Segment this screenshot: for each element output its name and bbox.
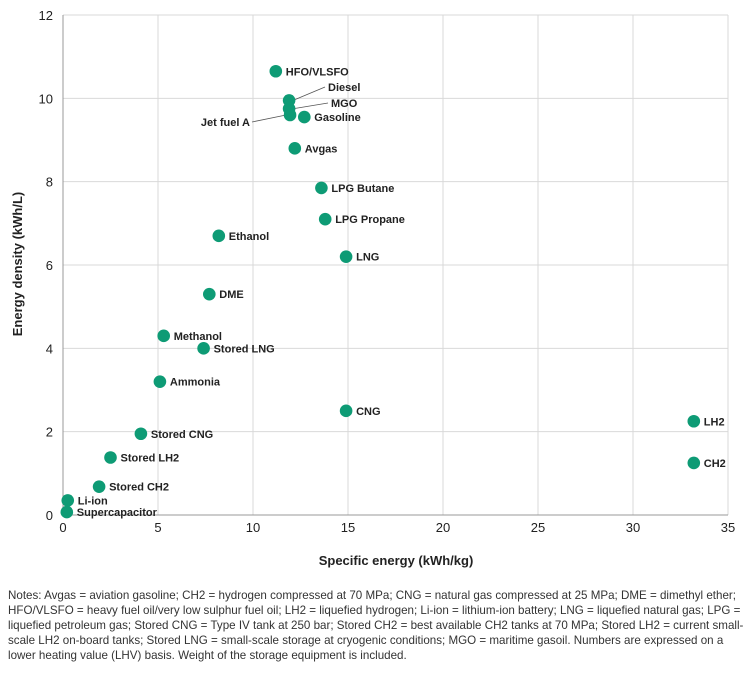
point-label: HFO/VLSFO	[286, 66, 349, 78]
y-tick-label: 8	[46, 175, 53, 190]
data-point	[60, 505, 74, 519]
x-tick-label: 35	[721, 520, 735, 535]
point-label: LPG Butane	[331, 183, 394, 195]
point-label: CNG	[356, 406, 380, 418]
data-point	[104, 451, 117, 464]
point-label: MGO	[331, 98, 358, 110]
point-label: Ethanol	[229, 231, 269, 243]
x-tick-label: 20	[436, 520, 450, 535]
x-tick-label: 25	[531, 520, 545, 535]
leader-line	[292, 86, 326, 101]
data-point	[92, 480, 106, 493]
x-tick-label: 10	[246, 520, 260, 535]
data-point	[197, 342, 210, 355]
data-point	[212, 229, 226, 243]
data-point	[687, 414, 701, 428]
point-label: Avgas	[305, 143, 338, 155]
data-point	[153, 375, 167, 388]
data-point	[298, 110, 311, 124]
data-points	[60, 64, 701, 519]
chart-notes: Notes: Avgas = aviation gasoline; CH2 = …	[8, 589, 744, 662]
point-label: LH2	[704, 416, 725, 428]
point-label: Diesel	[328, 82, 360, 94]
axes	[62, 15, 728, 516]
point-label: Methanol	[174, 331, 222, 343]
leader-lines	[251, 86, 329, 123]
data-point	[269, 64, 283, 78]
grid-lines	[63, 14, 729, 515]
data-point	[283, 108, 297, 122]
data-point	[203, 287, 216, 301]
point-label: Ammonia	[170, 377, 221, 389]
x-tick-label: 5	[154, 520, 161, 535]
point-label: Supercapacitor	[77, 507, 158, 519]
point-label: Gasoline	[314, 112, 360, 124]
x-axis-title: Specific energy (kWh/kg)	[319, 553, 474, 568]
data-point	[61, 494, 75, 507]
scatter-chart: 0 5 10 15 20 25 30 35 0 2 4 6 8 10 12 HFO/VLSFO Diesel M…	[10, 8, 736, 568]
data-point	[339, 250, 353, 263]
x-tick-label: 30	[626, 520, 640, 535]
y-tick-label: 6	[46, 258, 53, 273]
x-tick-label: 0	[59, 520, 66, 535]
data-point	[134, 427, 148, 441]
y-tick-label: 10	[39, 91, 53, 106]
data-point	[339, 404, 353, 418]
point-label: LNG	[356, 252, 379, 264]
data-point	[315, 181, 328, 195]
point-label: Stored LNG	[214, 343, 275, 355]
y-tick-label: 12	[39, 8, 53, 23]
point-label: Stored CNG	[151, 429, 213, 441]
point-labels: HFO/VLSFO Diesel MGO Jet fuel A Gasoline Avga…	[77, 66, 726, 519]
leader-line	[293, 102, 329, 110]
point-label: LPG Propane	[335, 214, 405, 226]
y-tick-label: 0	[46, 508, 53, 523]
data-point	[157, 329, 170, 343]
point-label: Stored CH2	[109, 482, 169, 494]
point-label: Stored LH2	[121, 453, 180, 465]
point-label: Li-ion	[78, 495, 108, 507]
x-tick-label: 15	[341, 520, 355, 535]
point-label: Jet fuel A	[201, 117, 250, 129]
y-tick-label: 4	[46, 341, 53, 356]
leader-line	[251, 114, 287, 123]
tick-labels: 0 5 10 15 20 25 30 35 0 2 4 6 8 10 12	[39, 8, 736, 535]
point-label: DME	[219, 289, 243, 301]
data-point	[687, 456, 701, 470]
point-label: CH2	[704, 458, 726, 470]
y-tick-label: 2	[46, 425, 53, 440]
data-point	[318, 212, 332, 226]
y-axis-title: Energy density (kWh/L)	[10, 192, 25, 336]
data-point	[288, 142, 302, 155]
